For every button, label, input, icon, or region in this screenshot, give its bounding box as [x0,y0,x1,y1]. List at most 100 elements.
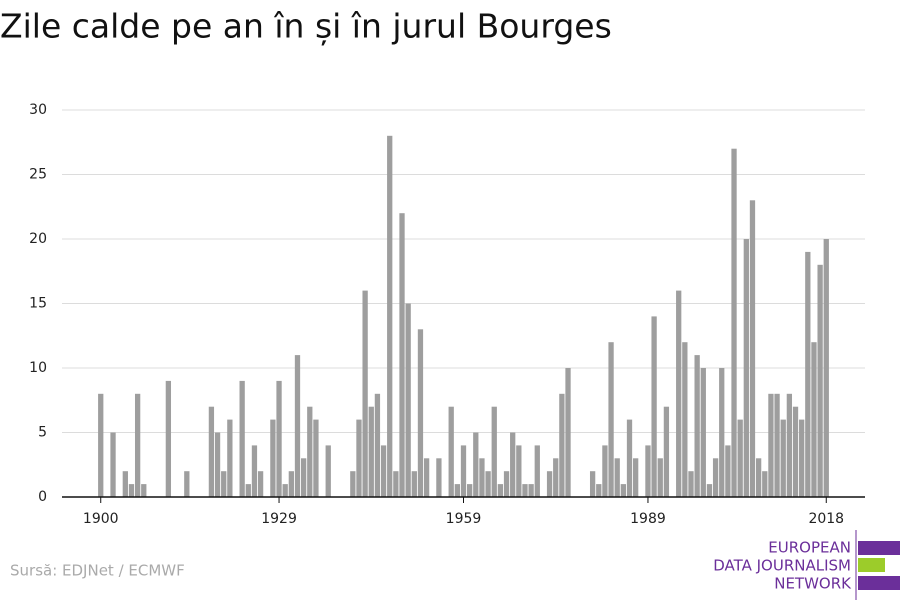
bar [270,419,276,497]
bar [651,316,657,497]
bar [522,484,528,497]
x-tick-label: 2018 [808,511,844,527]
bar [288,471,294,497]
bar [688,471,694,497]
bar [368,406,374,497]
x-tick-label: 1989 [630,511,666,527]
bar [221,471,227,497]
bar [755,458,762,497]
bar [245,484,251,497]
bar [128,484,135,497]
bar [448,406,454,497]
bar [485,471,491,497]
bar [257,471,264,497]
bar [436,458,442,497]
bar [805,251,811,497]
logo-text: EUROPEAN [768,539,851,557]
bar [559,393,565,497]
bar [184,471,190,497]
bar [743,239,749,497]
bar [208,406,215,497]
bar [706,484,713,497]
bar [602,445,608,497]
bar [122,471,128,497]
y-tick-label: 20 [29,231,47,247]
bar [356,419,362,497]
bar [749,200,756,498]
bar [823,239,829,497]
bar [387,135,393,498]
bar [165,380,172,497]
logo-bar [858,558,885,572]
bar [546,471,553,497]
bar [596,484,602,497]
bar [380,445,387,497]
bar [608,342,614,497]
bar [294,355,301,497]
bar [98,393,104,497]
bar [239,380,245,497]
bar [719,368,725,497]
bar [682,342,688,497]
bar [467,484,473,497]
bar [405,303,411,497]
bar [479,458,485,497]
bar [792,406,799,497]
bar [393,471,399,497]
bar [700,368,706,497]
bar [534,445,540,497]
bar [134,393,141,497]
bar [565,368,571,497]
bar [251,445,258,497]
bar [657,458,663,497]
bar [645,445,651,497]
bar [307,406,313,497]
x-tick-label: 1959 [446,511,482,527]
bar [712,458,719,497]
bar [633,458,639,497]
bar [694,355,700,497]
bar [374,393,381,497]
bar [214,432,221,497]
bar [276,380,282,497]
chart-title: Zile calde pe an în și în jurul Bourges [0,7,612,46]
bar [510,432,516,497]
bar [282,484,288,497]
logo-bar [858,541,900,555]
bar [731,148,737,497]
bar [423,458,430,497]
bar [817,264,823,497]
y-tick-label: 0 [38,489,47,505]
y-tick-label: 10 [29,360,47,376]
bar [762,471,768,497]
bar [454,484,460,497]
bar [811,342,817,497]
bar [110,432,116,497]
bar [626,419,633,497]
bar [313,419,319,497]
bar [417,329,424,497]
bar [300,458,307,497]
bar [325,445,331,497]
logo-text: NETWORK [774,575,852,593]
x-tick-label: 1929 [261,511,297,527]
bar [676,290,682,497]
bar [786,393,793,497]
y-tick-label: 15 [29,296,47,312]
logo-bar [858,576,900,590]
bar [614,458,620,497]
bar [620,484,627,497]
x-tick-label: 1900 [83,511,119,527]
bar [362,290,368,497]
bar [350,471,356,497]
bar [399,213,405,497]
bar [460,445,467,497]
bar [497,484,504,497]
bar [799,419,805,497]
logo-text: DATA JOURNALISM [713,557,851,575]
bar [737,419,743,497]
bar [589,471,596,497]
bar [725,445,731,497]
bar [473,432,479,497]
